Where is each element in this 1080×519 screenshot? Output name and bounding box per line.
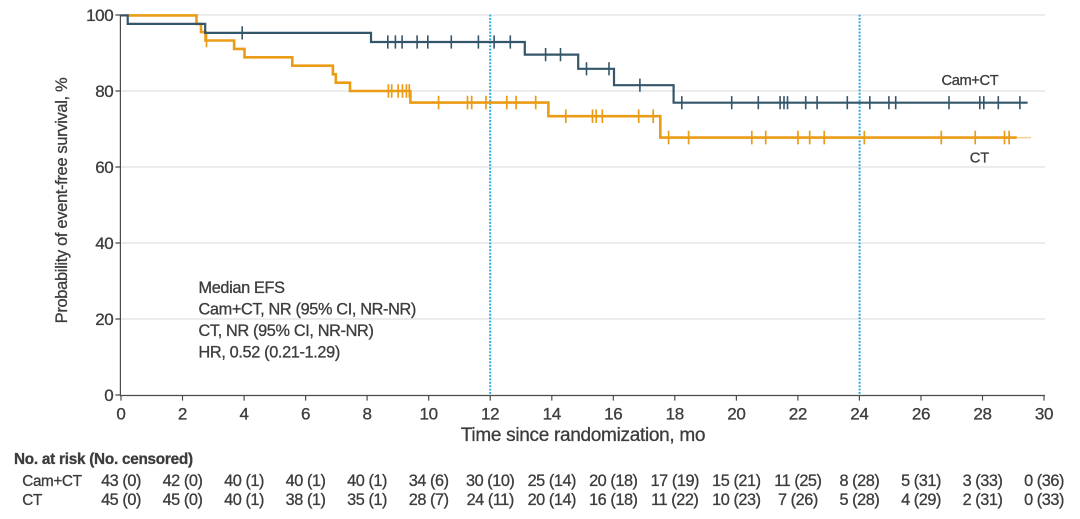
svg-text:0: 0 <box>104 386 113 405</box>
svg-text:5 (31): 5 (31) <box>901 472 941 490</box>
svg-text:20: 20 <box>727 404 745 423</box>
svg-text:8 (28): 8 (28) <box>839 472 879 490</box>
svg-text:100: 100 <box>86 6 113 25</box>
svg-text:Cam+CT: Cam+CT <box>942 73 999 89</box>
svg-text:8: 8 <box>363 404 372 423</box>
svg-text:25 (14): 25 (14) <box>528 472 576 490</box>
svg-text:35 (1): 35 (1) <box>347 491 387 509</box>
svg-text:60: 60 <box>95 158 113 177</box>
svg-text:40 (1): 40 (1) <box>224 491 264 509</box>
svg-text:42 (0): 42 (0) <box>163 472 203 490</box>
svg-text:6: 6 <box>301 404 310 423</box>
svg-text:20 (14): 20 (14) <box>528 491 576 509</box>
svg-text:3 (33): 3 (33) <box>963 472 1003 490</box>
svg-text:11 (25): 11 (25) <box>774 472 821 490</box>
svg-text:2: 2 <box>178 404 187 423</box>
svg-text:40: 40 <box>95 234 113 253</box>
svg-text:CT: CT <box>970 151 989 167</box>
svg-text:45 (0): 45 (0) <box>163 491 203 509</box>
svg-text:4: 4 <box>240 404 249 423</box>
svg-text:Time since randomization, mo: Time since randomization, mo <box>461 425 705 446</box>
svg-text:40 (1): 40 (1) <box>347 472 387 490</box>
svg-text:Median EFS: Median EFS <box>199 279 286 297</box>
svg-text:0 (33): 0 (33) <box>1024 491 1064 509</box>
svg-text:40 (1): 40 (1) <box>286 472 326 490</box>
svg-text:38 (1): 38 (1) <box>286 491 326 509</box>
svg-text:28: 28 <box>973 404 991 423</box>
svg-text:10 (23): 10 (23) <box>712 491 760 509</box>
svg-text:30: 30 <box>1035 404 1053 423</box>
svg-text:7 (26): 7 (26) <box>778 491 818 509</box>
svg-text:34 (6): 34 (6) <box>409 472 449 490</box>
svg-text:17 (19): 17 (19) <box>651 472 699 490</box>
svg-text:80: 80 <box>95 82 113 101</box>
svg-text:20 (18): 20 (18) <box>589 472 637 490</box>
svg-text:30 (10): 30 (10) <box>466 472 514 490</box>
svg-text:11 (22): 11 (22) <box>651 491 698 509</box>
svg-text:16: 16 <box>604 404 622 423</box>
svg-text:15 (21): 15 (21) <box>712 472 760 490</box>
svg-text:HR, 0.52 (0.21-1.29): HR, 0.52 (0.21-1.29) <box>199 344 340 362</box>
svg-text:20: 20 <box>95 310 113 329</box>
svg-text:12: 12 <box>481 404 499 423</box>
svg-text:45 (0): 45 (0) <box>101 491 141 509</box>
svg-text:28 (7): 28 (7) <box>409 491 449 509</box>
svg-text:40 (1): 40 (1) <box>224 472 264 490</box>
svg-text:24 (11): 24 (11) <box>467 491 514 509</box>
svg-text:43 (0): 43 (0) <box>101 472 141 490</box>
svg-text:Cam+CT, NR (95% CI, NR-NR): Cam+CT, NR (95% CI, NR-NR) <box>199 301 417 319</box>
svg-text:14: 14 <box>543 404 561 423</box>
svg-text:16 (18): 16 (18) <box>589 491 637 509</box>
svg-text:Cam+CT: Cam+CT <box>22 473 81 490</box>
svg-text:4 (29): 4 (29) <box>901 491 941 509</box>
svg-text:10: 10 <box>420 404 438 423</box>
svg-text:CT, NR (95% CI, NR-NR): CT, NR (95% CI, NR-NR) <box>199 322 374 340</box>
svg-text:18: 18 <box>666 404 684 423</box>
svg-text:0: 0 <box>116 404 125 423</box>
svg-text:2 (31): 2 (31) <box>963 491 1003 509</box>
svg-text:No. at risk (No. censored): No. at risk (No. censored) <box>14 451 193 468</box>
svg-text:Probability of event-free surv: Probability of event-free survival, % <box>53 77 71 323</box>
svg-text:0 (36): 0 (36) <box>1024 472 1064 490</box>
svg-text:5 (28): 5 (28) <box>839 491 879 509</box>
svg-text:22: 22 <box>789 404 807 423</box>
svg-text:CT: CT <box>22 492 42 509</box>
svg-text:24: 24 <box>850 404 868 423</box>
svg-text:26: 26 <box>912 404 930 423</box>
